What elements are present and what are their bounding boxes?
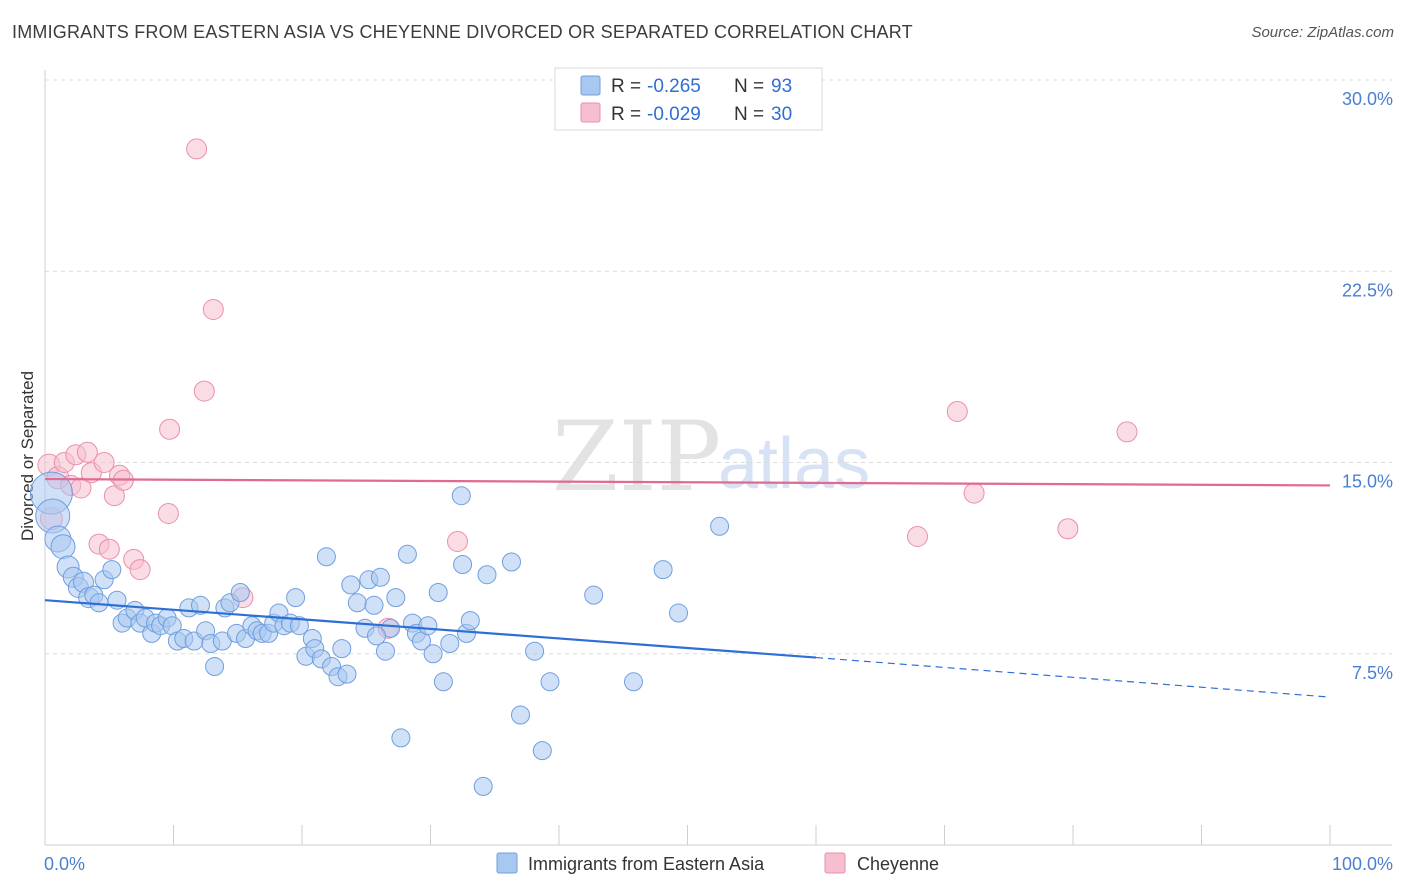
eastern-asia-point-67 (397, 544, 417, 564)
eastern-asia-point-65 (386, 588, 406, 608)
legend-n-label-1: N = (734, 76, 764, 97)
x-tick-labels: 0.0% 100.0% (44, 854, 1393, 874)
y-axis-label: Divorced or Separated (18, 371, 37, 541)
eastern-asia-point-86 (584, 585, 604, 605)
eastern-asia-point-76 (453, 555, 473, 574)
chart-title: IMMIGRANTS FROM EASTERN ASIA VS CHEYENNE… (12, 22, 913, 42)
source-credit: Source: ZipAtlas.com (1251, 24, 1394, 41)
trend-line-eastern-asia-extension (815, 656, 1331, 698)
cheyenne-point-11 (98, 538, 120, 560)
cheyenne-point-18 (159, 418, 181, 440)
cheyenne-point-29 (1116, 421, 1138, 443)
eastern-asia-point-46 (286, 588, 306, 608)
legend-r-value-2: -0.029 (647, 104, 701, 125)
eastern-asia-point-84 (532, 741, 552, 761)
legend-n-label-2: N = (734, 104, 764, 125)
cheyenne-point-19 (186, 138, 208, 160)
cheyenne-point-17 (157, 503, 179, 524)
eastern-asia-point-89 (669, 603, 688, 623)
legend-n-value-2: 30 (771, 104, 792, 125)
eastern-asia-point-92 (440, 634, 460, 653)
cheyenne-point-28 (1057, 518, 1079, 540)
y-tick-labels: 7.5% 15.0% 22.5% 30.0% (1342, 89, 1393, 683)
watermark-atlas: atlas (718, 424, 870, 504)
watermark: ZIP atlas (552, 401, 870, 513)
eastern-asia-point-90 (710, 516, 730, 536)
eastern-asia-point-66 (391, 728, 411, 748)
series-immigrants-eastern-asia (29, 471, 730, 796)
legend-r-value-1: -0.265 (647, 76, 701, 97)
bottom-legend-label-blue: Immigrants from Eastern Asia (528, 854, 765, 874)
legend-swatch-pink (580, 102, 601, 123)
cheyenne-point-26 (946, 401, 968, 422)
watermark-zip: ZIP (552, 401, 721, 513)
bottom-legend-swatch-pink (824, 852, 846, 874)
eastern-asia-point-62 (370, 567, 390, 587)
grid-lines (45, 79, 1392, 655)
legend: R = -0.265 N = 93 R = -0.029 N = 30 (554, 67, 823, 131)
bottom-legend-label-pink: Cheyenne (857, 854, 939, 874)
y-tick-label-1: 15.0% (1342, 472, 1393, 492)
eastern-asia-point-72 (423, 644, 443, 664)
cheyenne-point-25 (907, 526, 928, 547)
eastern-asia-point-81 (502, 552, 521, 572)
eastern-asia-point-88 (653, 560, 673, 580)
eastern-asia-point-57 (341, 575, 361, 595)
eastern-asia-point-74 (433, 672, 453, 692)
eastern-asia-point-58 (347, 593, 367, 613)
bottom-legend-swatch-blue (496, 852, 518, 874)
eastern-asia-point-3 (50, 534, 76, 560)
trend-line-eastern-asia (44, 599, 817, 659)
eastern-asia-point-79 (473, 776, 493, 796)
y-tick-label-2: 22.5% (1342, 280, 1393, 300)
bottom-legend: Immigrants from Eastern Asia Cheyenne (496, 852, 939, 874)
eastern-asia-point-85 (540, 672, 560, 692)
eastern-asia-point-56 (337, 664, 357, 684)
y-tick-label-3: 30.0% (1342, 89, 1393, 109)
eastern-asia-point-87 (624, 672, 643, 692)
eastern-asia-point-75 (451, 486, 471, 506)
trend-lines (44, 477, 1331, 698)
cheyenne-point-24 (447, 531, 468, 552)
eastern-asia-point-82 (511, 705, 530, 725)
eastern-asia-point-52 (316, 547, 336, 567)
eastern-asia-point-73 (428, 583, 448, 602)
legend-r-label-2: R = (611, 104, 641, 125)
cheyenne-point-16 (129, 559, 151, 581)
x-tick-label-max: 100.0% (1332, 854, 1393, 874)
y-tick-label-0: 7.5% (1352, 663, 1393, 683)
cheyenne-point-10 (93, 452, 115, 473)
eastern-asia-point-28 (191, 595, 210, 615)
trend-line-cheyenne (44, 477, 1331, 487)
legend-swatch-blue (580, 75, 601, 96)
cheyenne-point-7 (76, 441, 98, 463)
x-tick-label-min: 0.0% (44, 854, 85, 874)
eastern-asia-point-47 (289, 616, 309, 636)
eastern-asia-point-80 (477, 565, 497, 585)
eastern-asia-point-31 (205, 657, 225, 676)
cheyenne-point-20 (193, 380, 215, 402)
eastern-asia-point-55 (332, 639, 352, 659)
eastern-asia-point-63 (376, 641, 395, 661)
cheyenne-point-27 (963, 482, 985, 504)
series-cheyenne (37, 138, 1138, 639)
eastern-asia-point-83 (525, 641, 545, 661)
cheyenne-point-21 (202, 299, 224, 320)
eastern-asia-point-71 (418, 616, 438, 636)
eastern-asia-point-36 (230, 583, 250, 602)
legend-r-label-1: R = (611, 76, 641, 97)
eastern-asia-point-78 (460, 611, 480, 631)
eastern-asia-point-12 (102, 560, 122, 580)
eastern-asia-point-91 (367, 626, 386, 646)
legend-n-value-1: 93 (771, 76, 792, 97)
eastern-asia-point-61 (364, 595, 384, 615)
